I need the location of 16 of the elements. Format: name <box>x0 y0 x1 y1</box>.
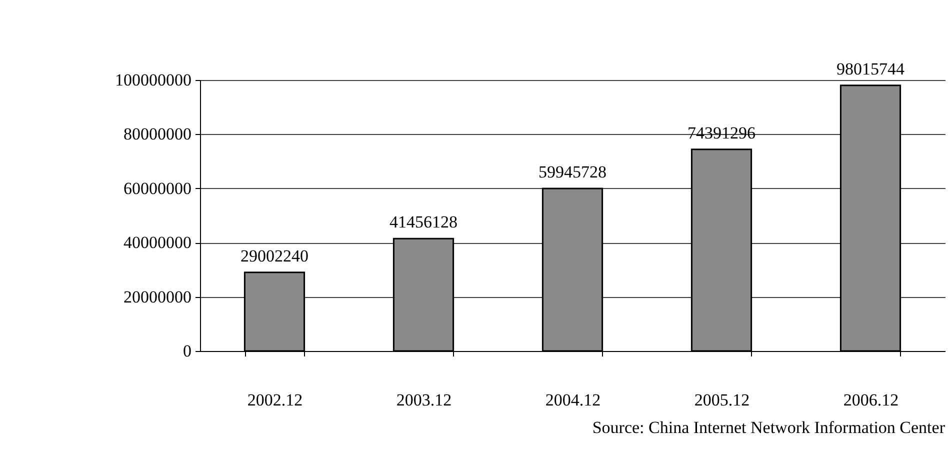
y-tick-label: 40000000 <box>124 233 192 252</box>
data-label: 98015744 <box>836 59 905 78</box>
x-tick-label: 2002.12 <box>247 390 303 410</box>
data-label: 29002240 <box>240 246 308 266</box>
x-tick-label: 2005.12 <box>694 390 750 410</box>
x-tick-label: 2003.12 <box>396 390 452 410</box>
y-tick-label: 80000000 <box>124 124 192 144</box>
data-label: 41456128 <box>390 212 458 232</box>
y-tick-label: 100000000 <box>115 70 192 90</box>
data-label: 59945728 <box>538 162 606 182</box>
y-tick-label: 0 <box>183 342 192 360</box>
x-tick-label: 2006.12 <box>843 390 899 410</box>
source-note: Source: China Internet Network Information Center <box>592 418 946 437</box>
y-tick-label: 60000000 <box>124 178 192 198</box>
x-tick-label: 2004.12 <box>545 390 601 410</box>
y-tick-label: 20000000 <box>124 287 192 306</box>
